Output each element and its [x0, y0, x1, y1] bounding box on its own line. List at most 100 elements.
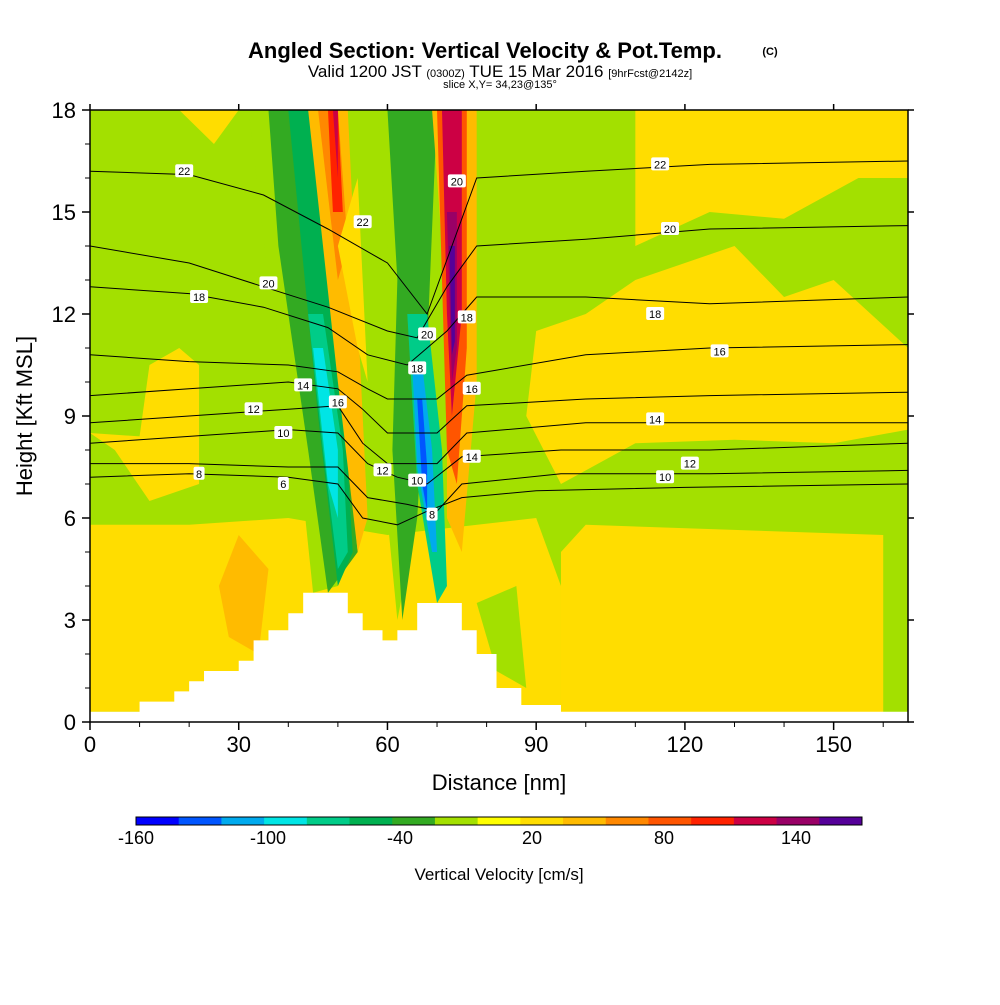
colorbar-swatch-0 [136, 817, 180, 825]
contour-label-9: 22 [357, 217, 369, 229]
colorbar-swatch-5 [349, 817, 393, 825]
contour-label-bg-23 [646, 412, 665, 426]
contour-label-5: 16 [332, 397, 344, 409]
contour-label-bg-20 [661, 222, 680, 235]
contour-label-22: 16 [713, 346, 725, 358]
colorbar-tick-3: 20 [522, 828, 542, 848]
velocity-region-5 [635, 110, 908, 246]
contour-label-bg-22 [710, 344, 729, 358]
contour-label-bg-4 [294, 378, 313, 392]
contour-label-24: 12 [684, 459, 696, 471]
colorbar-swatch-12 [648, 817, 692, 825]
contour-label-17: 10 [411, 476, 423, 488]
colorbar: -160 -100 -40 20 80 140 [118, 816, 863, 848]
velocity-region-21 [327, 110, 343, 212]
theta-contour-18 [90, 286, 908, 366]
contour-label-0: 6 [280, 479, 286, 491]
velocity-region-7 [218, 535, 269, 654]
contour-labels: 6 8 10 12 14 16 18 20 22 22 20 20 18 18 16 14 12 10 8 22 20 1… [175, 157, 729, 522]
velocity-region-28 [337, 178, 368, 382]
subtitle-date: TUE 15 Mar 2016 [469, 62, 603, 81]
colorbar-swatch-8 [477, 817, 521, 825]
subtitle-forecast: [9hrFcst@2142z] [608, 68, 692, 80]
subtitle-utc: (0300Z) [426, 68, 465, 80]
colorbar-swatch-16 [819, 817, 863, 825]
theta-contour-14 [90, 381, 908, 434]
colorbar-swatch-6 [392, 817, 436, 825]
velocity-region-6 [179, 110, 239, 144]
contour-label-bg-12 [408, 361, 427, 375]
colorbar-swatch-4 [306, 817, 351, 825]
theta-contour-16 [90, 344, 908, 400]
contour-label-18: 8 [429, 510, 435, 522]
contour-label-2: 10 [277, 428, 289, 440]
contour-label-bg-9 [353, 215, 372, 229]
velocity-field [90, 110, 908, 722]
colorbar-tick-1: -100 [250, 828, 286, 848]
terrain [90, 592, 908, 722]
colorbar-swatch-15 [776, 817, 820, 825]
contour-label-21: 18 [649, 309, 661, 321]
theta-contour-8 [90, 463, 908, 512]
colorbar-swatch-1 [178, 817, 222, 825]
contour-label-14: 16 [466, 384, 478, 396]
colorbar-tick-5: 140 [781, 828, 811, 848]
contour-label-bg-13 [457, 310, 476, 324]
y-tick-label-12: 12 [52, 302, 76, 327]
velocity-region-10 [476, 586, 527, 688]
contour-label-6: 18 [193, 292, 205, 304]
contour-label-bg-18 [426, 507, 438, 521]
velocity-region-22 [332, 110, 338, 178]
contour-label-bg-17 [408, 473, 427, 487]
x-tick-label-90: 90 [524, 732, 548, 757]
contour-label-20: 20 [664, 224, 676, 236]
contour-label-10: 20 [451, 176, 463, 188]
contour-label-11: 20 [421, 329, 433, 341]
theta-contour-20 [90, 225, 908, 339]
contour-label-bg-10 [447, 174, 466, 188]
velocity-region-2 [560, 524, 884, 722]
contour-label-13: 18 [461, 312, 473, 324]
y-tick-label-9: 9 [64, 404, 76, 429]
x-tick-label-150: 150 [815, 732, 852, 757]
colorbar-swatch-14 [733, 817, 778, 825]
colorbar-tick-0: -160 [118, 828, 154, 848]
velocity-region-27 [449, 246, 455, 355]
contour-label-bg-21 [646, 307, 665, 320]
chart-title-unit: (C) [762, 46, 778, 58]
velocity-region-15 [313, 348, 338, 518]
contour-label-8: 22 [178, 166, 190, 178]
chart-title: Angled Section: Vertical Velocity & Pot.… [248, 38, 722, 63]
velocity-region-3 [90, 348, 200, 501]
contour-label-bg-19 [651, 157, 670, 171]
contour-label-bg-5 [328, 395, 347, 409]
colorbar-label: Vertical Velocity [cm/s] [414, 865, 583, 884]
contour-label-bg-16 [373, 463, 392, 477]
contour-label-bg-0 [277, 477, 289, 490]
y-axis-label: Height [Kft MSL] [12, 336, 37, 496]
contour-label-23: 14 [649, 414, 661, 426]
contour-label-bg-8 [175, 164, 194, 178]
subtitle-valid: Valid 1200 JST [308, 62, 422, 81]
contour-label-bg-1 [193, 466, 205, 480]
contour-label-bg-6 [190, 290, 209, 303]
contour-label-19: 22 [654, 159, 666, 171]
contour-label-4: 14 [297, 380, 309, 392]
colorbar-frame [135, 816, 863, 826]
contour-label-bg-2 [274, 426, 293, 439]
contour-label-3: 12 [247, 404, 259, 416]
theta-contour-10 [90, 429, 908, 485]
y-tick-label-6: 6 [64, 506, 76, 531]
contour-label-25: 10 [659, 472, 671, 484]
y-tick-label-15: 15 [52, 200, 76, 225]
colorbar-swatch-3 [264, 817, 308, 825]
x-tick-label-120: 120 [667, 732, 704, 757]
y-tick-label-3: 3 [64, 608, 76, 633]
y-tick-label-18: 18 [52, 98, 76, 123]
theta-contour-6 [90, 473, 908, 526]
contour-label-bg-15 [462, 449, 481, 463]
contour-label-16: 12 [376, 465, 388, 477]
colorbar-swatch-10 [563, 817, 607, 825]
chart-slice-note: slice X,Y= 34,23@135° [443, 79, 557, 91]
